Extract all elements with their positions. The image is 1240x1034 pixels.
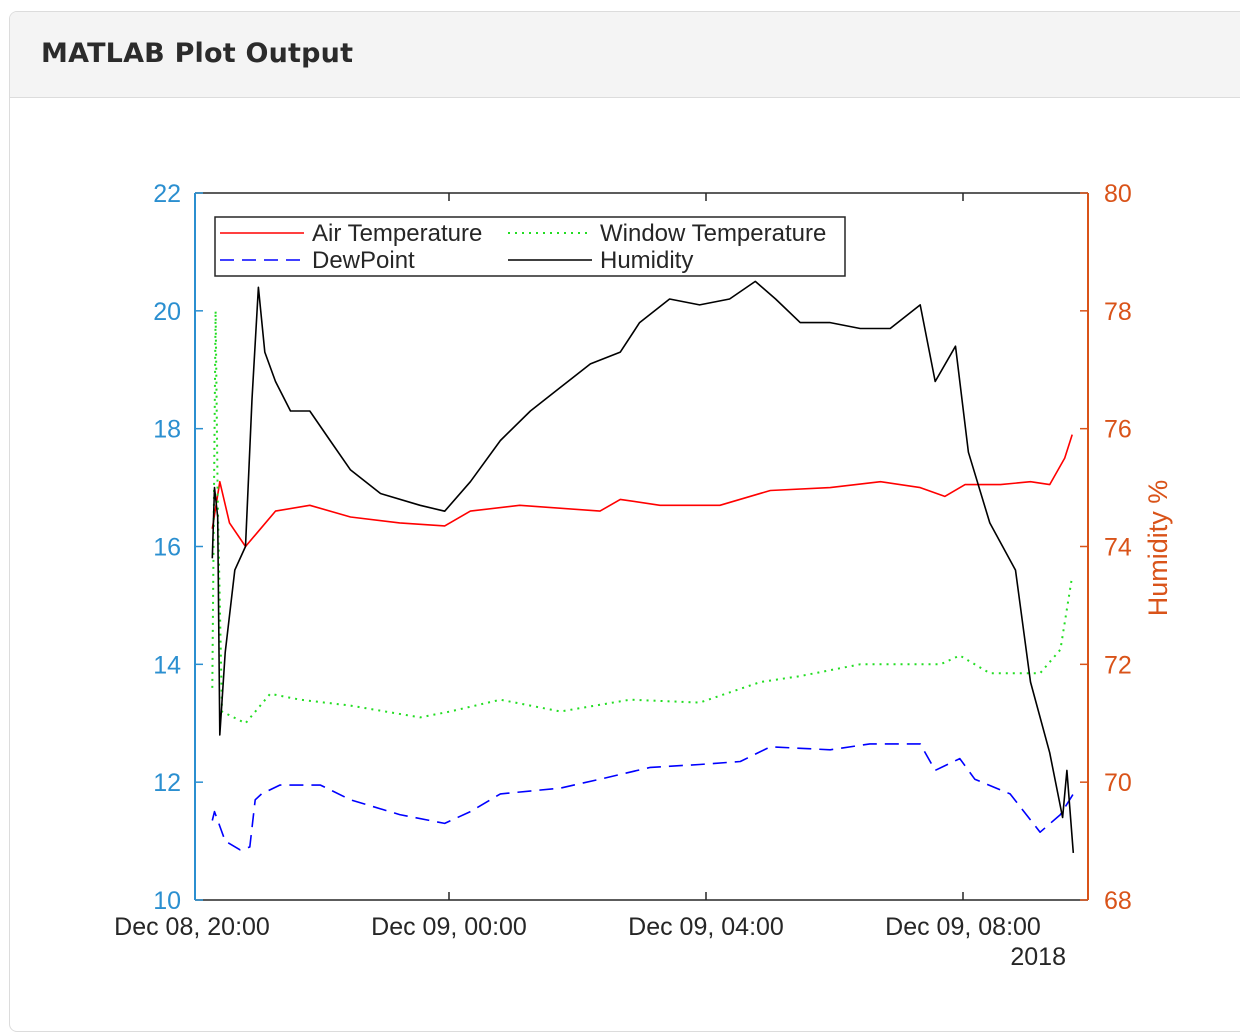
right-tick-label: 72 [1104,651,1132,679]
legend-label: Air Temperature [312,220,482,247]
left-tick-label: 16 [153,534,181,562]
series-line-air-temperature [211,434,1073,548]
panel-title: MATLAB Plot Output [41,38,354,69]
right-tick-label: 80 [1104,180,1132,208]
legend-label: DewPoint [312,247,415,274]
legend-label: Humidity [600,247,693,274]
right-tick-label: 74 [1104,534,1132,562]
x-tick-label: Dec 09, 00:00 [371,913,527,941]
left-tick-label: 12 [153,769,181,797]
right-tick-label: 70 [1104,769,1132,797]
right-tick-label: 78 [1104,298,1132,326]
right-tick-label: 76 [1104,416,1132,444]
panel-header: MATLAB Plot Output [10,12,1240,98]
series-line-humidity [211,280,1075,853]
left-tick-label: 20 [153,298,181,326]
legend-label: Window Temperature [600,220,826,247]
x-tick-label: Dec 08, 20:00 [114,913,270,941]
right-y-axis-label: Humidity % [1143,480,1173,617]
series-line-window-temperature [211,309,1074,725]
right-tick-label: 68 [1104,887,1132,915]
left-tick-label: 14 [153,651,181,679]
x-tick-label: Dec 09, 08:00 [885,913,1041,941]
legend-box [214,216,846,277]
x-year-label: 2018 [1010,943,1066,971]
left-tick-label: 10 [153,887,181,915]
x-tick-label: Dec 09, 04:00 [628,913,784,941]
series-line-dewpoint [211,743,1074,851]
left-tick-label: 18 [153,416,181,444]
left-tick-label: 22 [153,180,181,208]
